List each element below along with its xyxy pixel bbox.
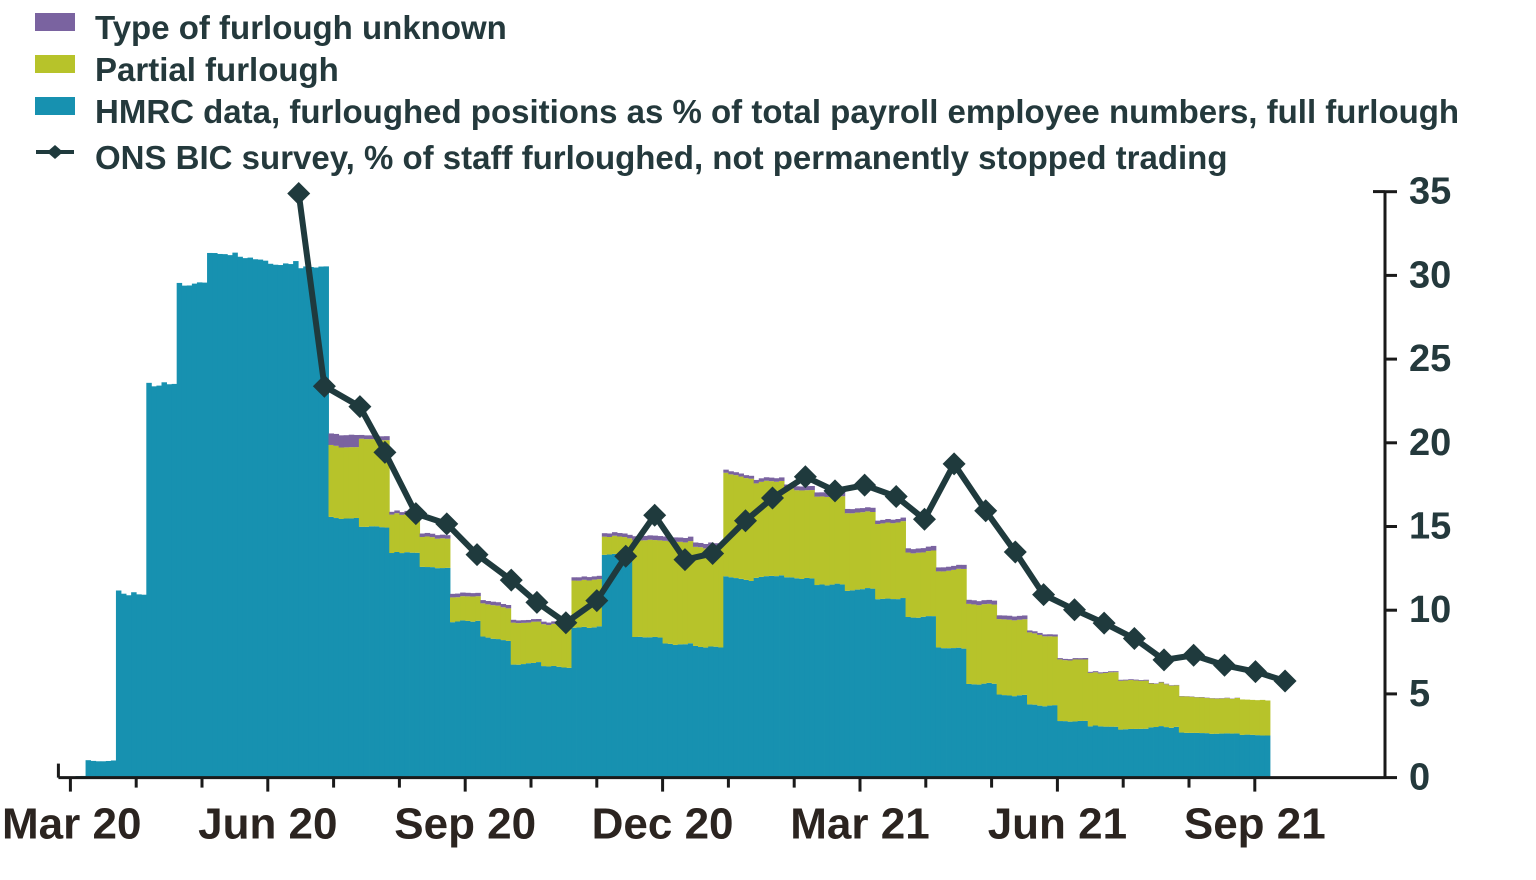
svg-text:Sep 20: Sep 20 <box>394 800 536 849</box>
svg-text:Dec 20: Dec 20 <box>592 800 734 849</box>
svg-text:0: 0 <box>1409 757 1430 799</box>
svg-text:Jun 21: Jun 21 <box>988 800 1127 849</box>
svg-text:15: 15 <box>1409 506 1451 548</box>
svg-text:20: 20 <box>1409 422 1451 464</box>
svg-text:5: 5 <box>1409 673 1430 715</box>
svg-text:Mar 21: Mar 21 <box>790 800 929 849</box>
svg-text:10: 10 <box>1409 589 1451 631</box>
svg-text:Jun 20: Jun 20 <box>198 800 337 849</box>
svg-text:25: 25 <box>1409 338 1451 380</box>
svg-text:Sep 21: Sep 21 <box>1184 800 1326 849</box>
svg-text:Mar 20: Mar 20 <box>2 800 141 849</box>
svg-text:30: 30 <box>1409 254 1451 296</box>
